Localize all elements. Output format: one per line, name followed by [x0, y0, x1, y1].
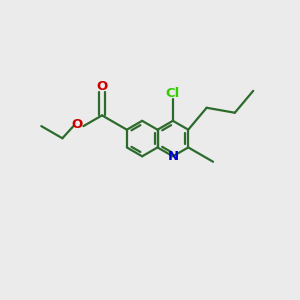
- Text: Cl: Cl: [166, 87, 180, 100]
- Text: O: O: [96, 80, 108, 93]
- Text: N: N: [167, 150, 178, 163]
- Text: O: O: [71, 118, 83, 131]
